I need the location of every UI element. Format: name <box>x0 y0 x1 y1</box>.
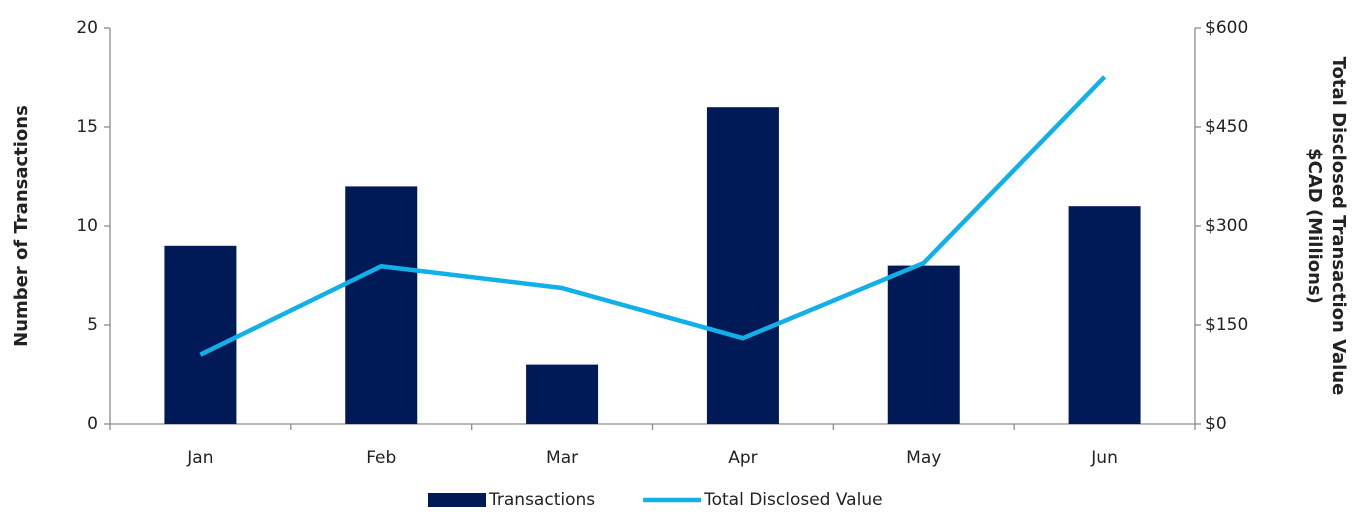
bar <box>526 364 599 424</box>
y2-tick-label: $150 <box>1205 315 1248 335</box>
y-tick-label: 5 <box>87 315 98 335</box>
bar <box>345 186 418 424</box>
bar <box>706 107 779 424</box>
line <box>199 75 1107 357</box>
y2-tick-label: $450 <box>1205 117 1248 137</box>
bar <box>164 245 237 424</box>
legend-swatch <box>428 493 486 507</box>
x-tick-label: Jan <box>186 448 213 468</box>
y2-axis-title: $CAD (Millions) <box>1304 148 1325 304</box>
bar <box>887 265 960 424</box>
x-tick-label: Jun <box>1090 448 1118 468</box>
x-tick-label: Mar <box>546 448 578 468</box>
x-tick-label: May <box>906 448 941 468</box>
y-tick-label: 0 <box>87 414 98 434</box>
y2-tick-label: $300 <box>1205 216 1248 236</box>
y-tick-label: 20 <box>76 18 98 38</box>
x-tick-label: Feb <box>366 448 396 468</box>
x-tick-label: Apr <box>728 448 757 468</box>
y-tick-label: 15 <box>76 117 98 137</box>
legend-label: Transactions <box>488 490 595 510</box>
y2-tick-label: $600 <box>1205 18 1248 38</box>
legend-label: Total Disclosed Value <box>703 490 882 510</box>
y2-axis-title: Total Disclosed Transaction Value <box>1328 57 1349 396</box>
y-tick-label: 10 <box>76 216 98 236</box>
y2-tick-label: $0 <box>1205 414 1227 434</box>
y-axis-title: Number of Transactions <box>11 105 32 347</box>
bar <box>1068 206 1141 424</box>
